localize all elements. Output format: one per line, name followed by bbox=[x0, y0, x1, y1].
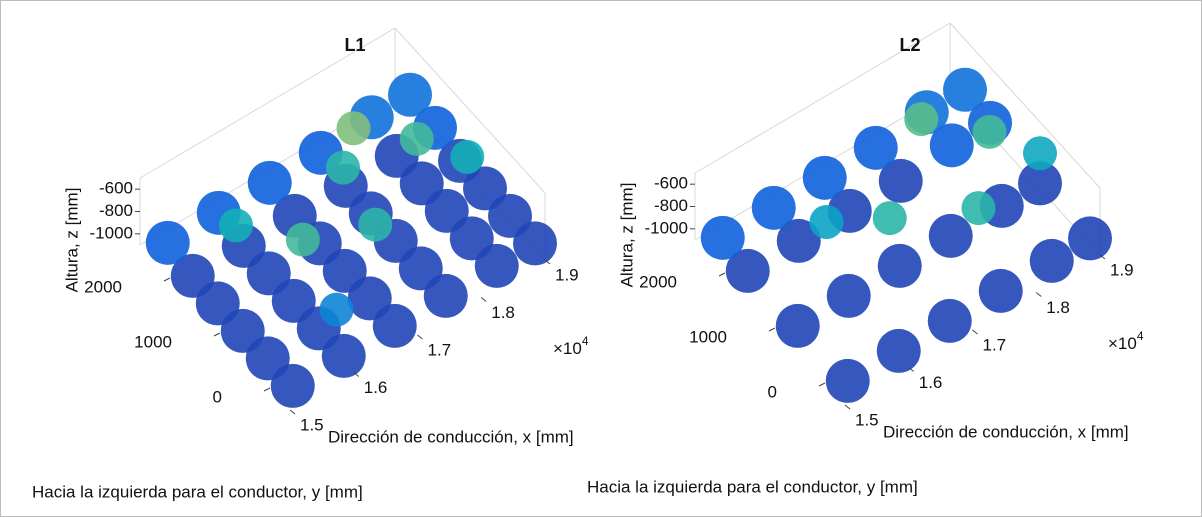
y-tick-label: 1000 bbox=[134, 332, 172, 351]
z-axis-label: Altura, z [mm] bbox=[617, 183, 636, 288]
point bbox=[320, 293, 354, 327]
point bbox=[337, 111, 371, 145]
point bbox=[219, 208, 253, 242]
point bbox=[810, 205, 844, 239]
chart-title: L1 bbox=[344, 35, 365, 55]
z-tick-label: -800 bbox=[654, 196, 688, 215]
z-tick-label: -600 bbox=[654, 174, 688, 193]
point bbox=[826, 359, 870, 403]
figure: 1.5 1.6 1.7 1.8 1.9 0 1000 2000 -600 -800 -1000 L1 A… bbox=[0, 0, 1202, 517]
y-tick-label: 0 bbox=[768, 382, 777, 401]
point bbox=[943, 68, 987, 112]
point bbox=[877, 329, 921, 373]
x-tick-label: 1.7 bbox=[428, 340, 452, 359]
point bbox=[979, 269, 1023, 313]
x-tick-label: 1.6 bbox=[364, 378, 388, 397]
x-tick-label: 1.5 bbox=[855, 410, 879, 429]
x-tick-label: 1.6 bbox=[919, 373, 943, 392]
point bbox=[388, 73, 432, 117]
point bbox=[962, 191, 996, 225]
x-axis-label: Dirección de conducción, x [mm] bbox=[883, 422, 1129, 441]
point bbox=[878, 244, 922, 288]
x-multiplier-base: ×10 bbox=[553, 339, 582, 358]
x-tick-label: 1.9 bbox=[1110, 260, 1134, 279]
x-multiplier-exponent: 4 bbox=[1137, 329, 1144, 343]
z-tick-label: -800 bbox=[99, 201, 133, 220]
y-tick-label: 2000 bbox=[84, 277, 122, 296]
y-axis-label: Hacia la izquierda para el conductor, y … bbox=[587, 477, 918, 496]
point bbox=[1023, 136, 1057, 170]
point bbox=[776, 304, 820, 348]
z-tick-label: -1000 bbox=[645, 218, 688, 237]
z-axis-label: Altura, z [mm] bbox=[62, 188, 81, 293]
x-multiplier-exponent: 4 bbox=[582, 334, 589, 348]
point bbox=[1068, 216, 1112, 260]
point bbox=[928, 299, 972, 343]
x-tick-label: 1.5 bbox=[300, 415, 324, 434]
point bbox=[873, 201, 907, 235]
y-tick-label: 0 bbox=[213, 387, 222, 406]
y-tick-label: 2000 bbox=[639, 272, 677, 291]
x-tick-label: 1.9 bbox=[555, 265, 579, 284]
x-tick-label: 1.8 bbox=[1046, 298, 1070, 317]
x-tick-label: 1.7 bbox=[983, 335, 1007, 354]
point bbox=[973, 115, 1007, 149]
x-multiplier-base: ×10 bbox=[1108, 334, 1137, 353]
point bbox=[286, 223, 320, 257]
z-tick-label: -600 bbox=[99, 179, 133, 198]
point bbox=[358, 208, 392, 242]
point bbox=[146, 221, 190, 265]
point bbox=[248, 161, 292, 205]
point bbox=[1030, 239, 1074, 283]
point bbox=[803, 156, 847, 200]
point bbox=[752, 186, 796, 230]
point bbox=[450, 140, 484, 174]
chart-title: L2 bbox=[899, 35, 920, 55]
x-tick-label: 1.8 bbox=[491, 303, 515, 322]
z-tick-label: -1000 bbox=[90, 223, 133, 242]
point bbox=[400, 122, 434, 156]
point bbox=[929, 214, 973, 258]
point bbox=[326, 151, 360, 185]
point bbox=[904, 102, 938, 136]
point bbox=[827, 274, 871, 318]
point bbox=[854, 126, 898, 170]
x-axis-label: Dirección de conducción, x [mm] bbox=[328, 427, 574, 446]
point bbox=[701, 216, 745, 260]
y-axis-label: Hacia la izquierda para el conductor, y … bbox=[32, 482, 363, 501]
page: 1.5 1.6 1.7 1.8 1.9 0 1000 2000 -600 -800 -1000 L1 A… bbox=[0, 0, 1202, 517]
y-tick-label: 1000 bbox=[689, 327, 727, 346]
